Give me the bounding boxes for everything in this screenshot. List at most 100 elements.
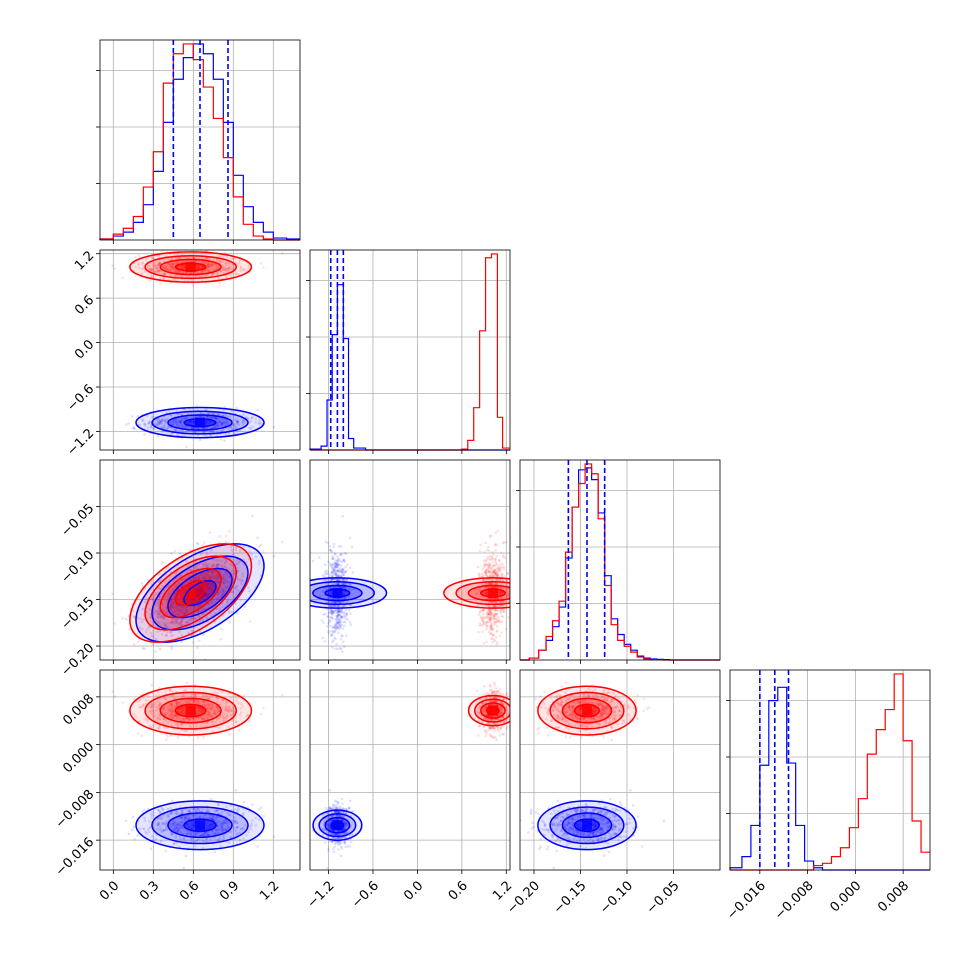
scatter-point [170,604,174,608]
scatter-point [222,588,225,591]
scatter-point [160,592,164,595]
scatter-point [160,250,163,253]
scatter-point [231,256,235,260]
scatter-point [148,613,152,616]
scatter-point [228,265,232,269]
scatter-point [212,558,215,561]
scatter-point [335,623,338,626]
scatter-point [212,416,216,420]
scatter-point [257,562,261,566]
scatter-point [215,576,218,579]
panel-background [310,460,510,660]
scatter-point [331,610,335,613]
scatter-point [339,637,343,641]
scatter-point [195,430,199,434]
scatter-point [238,560,242,563]
scatter-point [177,271,180,274]
scatter-point [488,555,492,558]
scatter-point [169,263,173,267]
scatter-point [211,563,214,567]
scatter-point [203,431,207,434]
scatter-point [218,563,222,567]
scatter-point [204,256,208,260]
scatter-point [182,866,186,870]
scatter-point [238,729,241,732]
scatter-point [350,545,354,549]
scatter-point [173,420,176,424]
scatter-point [176,253,179,256]
scatter-point [272,554,276,558]
scatter-point [143,422,146,426]
scatter-point [192,415,196,419]
scatter-point [478,611,482,614]
scatter-point [188,548,192,552]
scatter-point [211,600,214,603]
scatter-point [197,605,201,608]
scatter-point [158,262,161,265]
scatter-point [151,642,155,646]
scatter-point [167,590,171,594]
scatter-point [174,618,177,622]
scatter-point [163,611,167,615]
scatter-point [227,733,231,736]
scatter-point [220,423,224,427]
scatter-point [221,605,224,609]
scatter-point [235,426,239,430]
scatter-point [245,560,248,564]
scatter-point [171,609,174,613]
scatter-point [180,578,183,581]
scatter-point [144,258,148,261]
scatter-point [190,569,193,572]
scatter-point [197,577,200,581]
scatter-point [495,554,498,558]
scatter-point [487,549,491,553]
scatter-point [167,565,170,569]
scatter-point [233,418,237,421]
scatter-point [232,585,236,589]
scatter-point [225,421,229,424]
scatter-point [180,423,184,427]
scatter-point [500,631,503,634]
scatter-point [169,608,173,611]
scatter-point [174,420,177,423]
scatter-point [248,589,251,593]
scatter-point [136,616,139,619]
scatter-point [185,416,189,420]
scatter-point [219,595,223,599]
scatter-point [206,573,209,577]
scatter-point [251,803,254,806]
scatter-point [491,633,495,636]
scatter-point [234,560,238,563]
scatter-point [349,623,353,627]
scatter-point [205,263,209,266]
scatter-point [169,421,172,425]
scatter-point [186,621,189,624]
scatter-point [156,612,160,616]
scatter-point [168,262,172,265]
scatter-point [224,413,228,417]
scatter-point [217,580,220,583]
scatter-point [227,609,230,613]
scatter-point [131,609,135,612]
scatter-point [180,620,184,623]
scatter-point [156,266,159,270]
scatter-point [248,421,251,424]
scatter-point [218,609,221,613]
scatter-point [158,421,162,425]
scatter-point [196,415,199,418]
scatter-point [248,620,252,623]
scatter-point [179,420,183,423]
scatter-point [482,559,486,562]
scatter-point [169,606,172,609]
scatter-point [326,572,329,576]
scatter-point [241,420,245,424]
scatter-point [170,602,173,605]
scatter-point [210,571,214,574]
scatter-point [219,269,223,273]
scatter-point [178,610,181,614]
scatter-point [138,626,141,630]
scatter-point [254,555,258,559]
scatter-point [220,559,224,562]
scatter-point [205,267,209,270]
scatter-point [223,421,227,425]
